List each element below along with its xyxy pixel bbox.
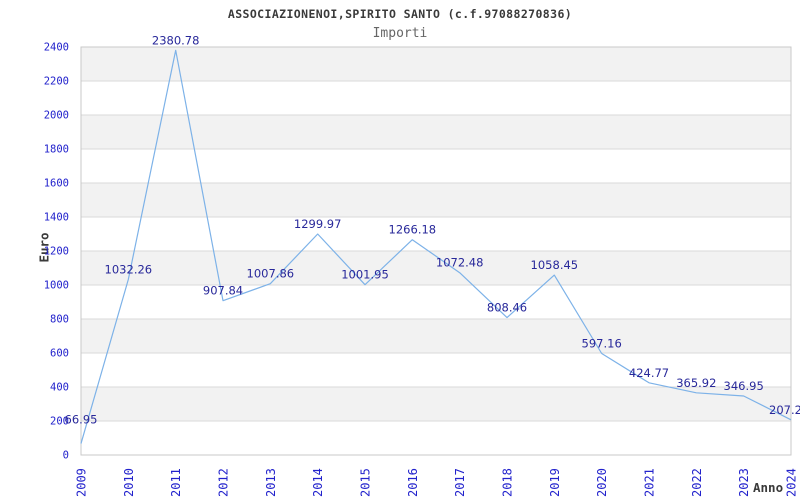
x-tick-label: 2009 [75, 468, 89, 497]
point-label: 597.16 [582, 336, 622, 350]
x-axis-title: Anno [753, 480, 784, 495]
point-label: 1032.26 [105, 263, 153, 277]
grid-band [81, 319, 791, 353]
point-label: 1007.86 [247, 267, 295, 281]
y-tick-label: 2400 [44, 42, 69, 54]
point-label: 1266.18 [389, 223, 437, 237]
x-tick-label: 2015 [359, 468, 373, 497]
point-label: 2380.78 [152, 33, 200, 47]
x-tick-label: 2022 [690, 468, 704, 497]
x-tick-label: 2016 [406, 468, 420, 497]
x-tick-label: 2012 [217, 468, 231, 497]
y-tick-label: 200 [50, 416, 69, 428]
y-tick-label: 2000 [44, 110, 69, 122]
x-tick-label: 2019 [548, 468, 562, 497]
plot-border [80, 46, 792, 456]
data-line [80, 49, 792, 444]
grid-band [81, 47, 791, 81]
point-label: 907.84 [203, 284, 243, 298]
x-tick-label: 2014 [311, 468, 325, 497]
y-tick-label: 1200 [44, 246, 69, 258]
point-label: 365.92 [676, 376, 716, 390]
point-label: 424.77 [629, 366, 669, 380]
point-label: 1299.97 [294, 217, 342, 231]
y-tick-label: 2200 [44, 76, 69, 88]
y-tick-label: 600 [50, 348, 69, 360]
point-label: 808.46 [487, 301, 527, 315]
y-tick-label: 1600 [44, 178, 69, 190]
y-tick-label: 1800 [44, 144, 69, 156]
y-tick-label: 800 [50, 314, 69, 326]
grid-band [81, 115, 791, 149]
x-tick-label: 2020 [595, 468, 609, 497]
x-tick-label: 2017 [453, 468, 467, 497]
y-tick-label: 1400 [44, 212, 69, 224]
x-tick-label: 2010 [122, 468, 136, 497]
y-tick-label: 1000 [44, 280, 69, 292]
x-tick-label: 2024 [785, 468, 799, 497]
point-label: 346.95 [724, 379, 764, 393]
chart-title: ASSOCIAZIONENOI,SPIRITO SANTO (c.f.97088… [227, 7, 573, 21]
point-label: 1058.45 [531, 258, 579, 272]
x-tick-label: 2023 [737, 468, 751, 497]
grid-band [81, 183, 791, 217]
x-tick-label: 2018 [501, 468, 515, 497]
point-label: 207.2 [769, 403, 800, 417]
point-label: 66.95 [65, 413, 98, 427]
grid-band [81, 387, 791, 421]
x-tick-label: 2013 [264, 468, 278, 497]
y-tick-label: 400 [50, 382, 69, 394]
point-label: 1001.95 [341, 268, 389, 282]
point-label: 1072.48 [436, 256, 484, 270]
x-tick-label: 2011 [169, 468, 183, 497]
y-tick-label: 0 [63, 450, 69, 462]
chart-subtitle: Importi [372, 26, 428, 41]
x-tick-label: 2021 [643, 468, 657, 497]
